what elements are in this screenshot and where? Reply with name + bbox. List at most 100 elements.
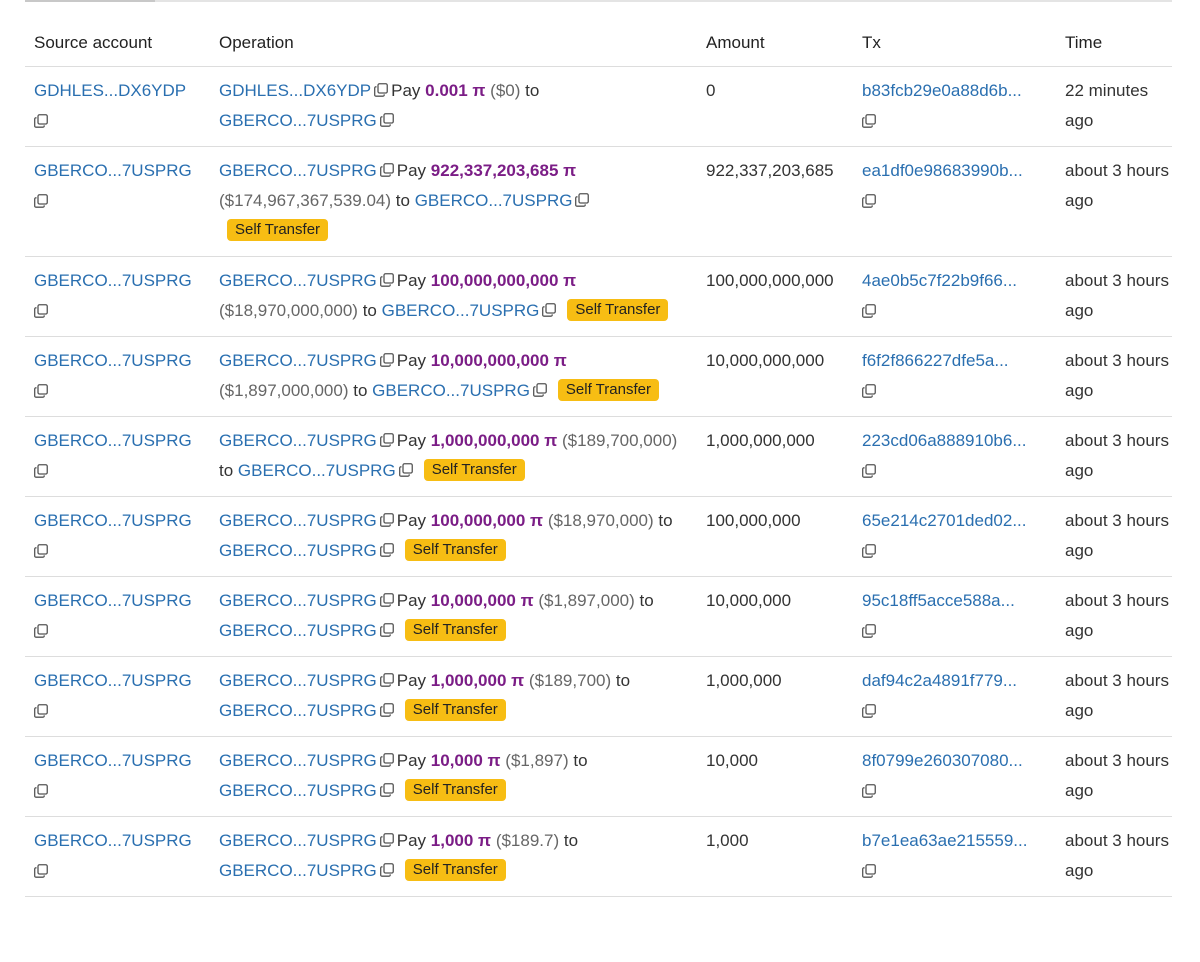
to-account-link[interactable]: GBERCO...7USPRG xyxy=(219,111,377,130)
operation-cell: GBERCO...7USPRG Pay 100,000,000,000 π ($1… xyxy=(210,256,697,337)
self-transfer-badge: Self Transfer xyxy=(567,298,669,321)
copy-icon[interactable] xyxy=(532,382,547,397)
copy-icon[interactable] xyxy=(379,752,394,767)
copy-icon[interactable] xyxy=(379,702,394,717)
usd-value: ($0) xyxy=(490,81,521,100)
copy-icon[interactable] xyxy=(398,462,413,477)
copy-icon[interactable] xyxy=(34,114,48,128)
from-account-link[interactable]: GBERCO...7USPRG xyxy=(219,511,377,530)
copy-icon[interactable] xyxy=(379,112,394,127)
copy-icon[interactable] xyxy=(379,832,394,847)
copy-icon[interactable] xyxy=(34,384,48,398)
copy-icon[interactable] xyxy=(34,864,48,878)
time-cell: about 3 hours ago xyxy=(1056,576,1172,657)
copy-icon[interactable] xyxy=(379,272,394,287)
to-account-link[interactable]: GBERCO...7USPRG xyxy=(237,461,396,480)
to-account-link[interactable]: GBERCO...7USPRG xyxy=(219,781,377,800)
copy-icon[interactable] xyxy=(34,464,48,478)
copy-icon[interactable] xyxy=(379,862,394,877)
from-account-link[interactable]: GBERCO...7USPRG xyxy=(219,431,377,450)
copy-icon[interactable] xyxy=(862,624,876,638)
copy-icon[interactable] xyxy=(379,622,394,637)
self-transfer-badge: Self Transfer xyxy=(227,218,329,241)
source-account-link[interactable]: GBERCO...7USPRG xyxy=(34,591,192,610)
tx-hash-link[interactable]: 65e214c2701ded02... xyxy=(862,511,1027,530)
source-account-link[interactable]: GBERCO...7USPRG xyxy=(34,351,192,370)
source-cell: GBERCO...7USPRG xyxy=(25,576,210,657)
copy-icon[interactable] xyxy=(379,782,394,797)
to-account-link[interactable]: GBERCO...7USPRG xyxy=(219,701,377,720)
copy-icon[interactable] xyxy=(575,192,590,207)
source-cell: GBERCO...7USPRG xyxy=(25,656,210,737)
tx-hash-link[interactable]: 223cd06a888910b6... xyxy=(862,431,1027,450)
pay-amount: 0.001 π xyxy=(425,81,486,100)
copy-icon[interactable] xyxy=(34,624,48,638)
copy-icon[interactable] xyxy=(542,302,557,317)
tx-hash-link[interactable]: 4ae0b5c7f22b9f66... xyxy=(862,271,1018,290)
from-account-link[interactable]: GBERCO...7USPRG xyxy=(219,161,377,180)
from-account-link[interactable]: GBERCO...7USPRG xyxy=(219,751,377,770)
copy-icon[interactable] xyxy=(862,194,876,208)
source-account-link[interactable]: GBERCO...7USPRG xyxy=(34,431,192,450)
copy-icon[interactable] xyxy=(34,704,48,718)
source-account-link[interactable]: GBERCO...7USPRG xyxy=(34,271,192,290)
to-account-link[interactable]: GBERCO...7USPRG xyxy=(381,301,540,320)
tx-hash-link[interactable]: daf94c2a4891f779... xyxy=(862,671,1018,690)
from-account-link[interactable]: GBERCO...7USPRG xyxy=(219,831,377,850)
copy-icon[interactable] xyxy=(379,352,394,367)
copy-icon[interactable] xyxy=(374,82,389,97)
copy-icon[interactable] xyxy=(379,672,394,687)
copy-icon[interactable] xyxy=(862,704,876,718)
to-account-link[interactable]: GBERCO...7USPRG xyxy=(219,861,377,880)
copy-icon[interactable] xyxy=(862,304,876,318)
copy-icon[interactable] xyxy=(862,544,876,558)
source-account-link[interactable]: GBERCO...7USPRG xyxy=(34,161,192,180)
copy-icon[interactable] xyxy=(34,304,48,318)
from-account-link[interactable]: GBERCO...7USPRG xyxy=(219,671,377,690)
to-account-link[interactable]: GBERCO...7USPRG xyxy=(372,381,530,400)
copy-icon[interactable] xyxy=(862,114,876,128)
tx-hash-link[interactable]: ea1df0e98683990b... xyxy=(862,161,1023,180)
table-body: GDHLES...DX6YDP GDHLES...DX6YDP Pay 0.001 … xyxy=(25,66,1172,897)
amount-cell: 922,337,203,685 xyxy=(697,146,853,257)
to-account-link[interactable]: GBERCO...7USPRG xyxy=(219,541,377,560)
source-account-link[interactable]: GDHLES...DX6YDP xyxy=(34,81,187,100)
source-cell: GBERCO...7USPRG xyxy=(25,736,210,817)
to-account-link[interactable]: GBERCO...7USPRG xyxy=(219,621,377,640)
from-account-link[interactable]: GBERCO...7USPRG xyxy=(219,591,377,610)
to-account-link[interactable]: GBERCO...7USPRG xyxy=(414,191,573,210)
copy-icon[interactable] xyxy=(34,784,48,798)
copy-icon[interactable] xyxy=(862,384,876,398)
column-header: Tx xyxy=(853,20,1056,67)
source-account-link[interactable]: GBERCO...7USPRG xyxy=(34,671,192,690)
operation-cell: GDHLES...DX6YDP Pay 0.001 π ($0) to GBERC… xyxy=(210,66,697,147)
copy-icon[interactable] xyxy=(379,512,394,527)
copy-icon[interactable] xyxy=(862,864,876,878)
amount-cell: 1,000,000,000 xyxy=(697,416,853,497)
self-transfer-badge: Self Transfer xyxy=(404,538,506,561)
from-account-link[interactable]: GBERCO...7USPRG xyxy=(219,351,377,370)
from-account-link[interactable]: GDHLES...DX6YDP xyxy=(219,81,372,100)
copy-icon[interactable] xyxy=(379,542,394,557)
tx-hash-link[interactable]: 95c18ff5acce588a... xyxy=(862,591,1015,610)
tx-hash-link[interactable]: b83fcb29e0a88d6b... xyxy=(862,81,1022,100)
pay-amount: 1,000 π xyxy=(430,831,492,850)
copy-icon[interactable] xyxy=(862,784,876,798)
copy-icon[interactable] xyxy=(379,162,394,177)
source-account-link[interactable]: GBERCO...7USPRG xyxy=(34,511,192,530)
tx-hash-link[interactable]: b7e1ea63ae215559... xyxy=(862,831,1028,850)
tx-hash-link[interactable]: 8f0799e260307080... xyxy=(862,751,1023,770)
copy-icon[interactable] xyxy=(34,544,48,558)
amount-cell: 1,000,000 xyxy=(697,656,853,737)
from-account-link[interactable]: GBERCO...7USPRG xyxy=(219,271,377,290)
amount-cell: 1,000 xyxy=(697,816,853,897)
copy-icon[interactable] xyxy=(34,194,48,208)
copy-icon[interactable] xyxy=(379,592,394,607)
source-account-link[interactable]: GBERCO...7USPRG xyxy=(34,831,192,850)
source-account-link[interactable]: GBERCO...7USPRG xyxy=(34,751,192,770)
tx-hash-link[interactable]: f6f2f866227dfe5a... xyxy=(862,351,1009,370)
copy-icon[interactable] xyxy=(379,432,394,447)
copy-icon[interactable] xyxy=(862,464,876,478)
column-header: Source account xyxy=(25,20,210,67)
